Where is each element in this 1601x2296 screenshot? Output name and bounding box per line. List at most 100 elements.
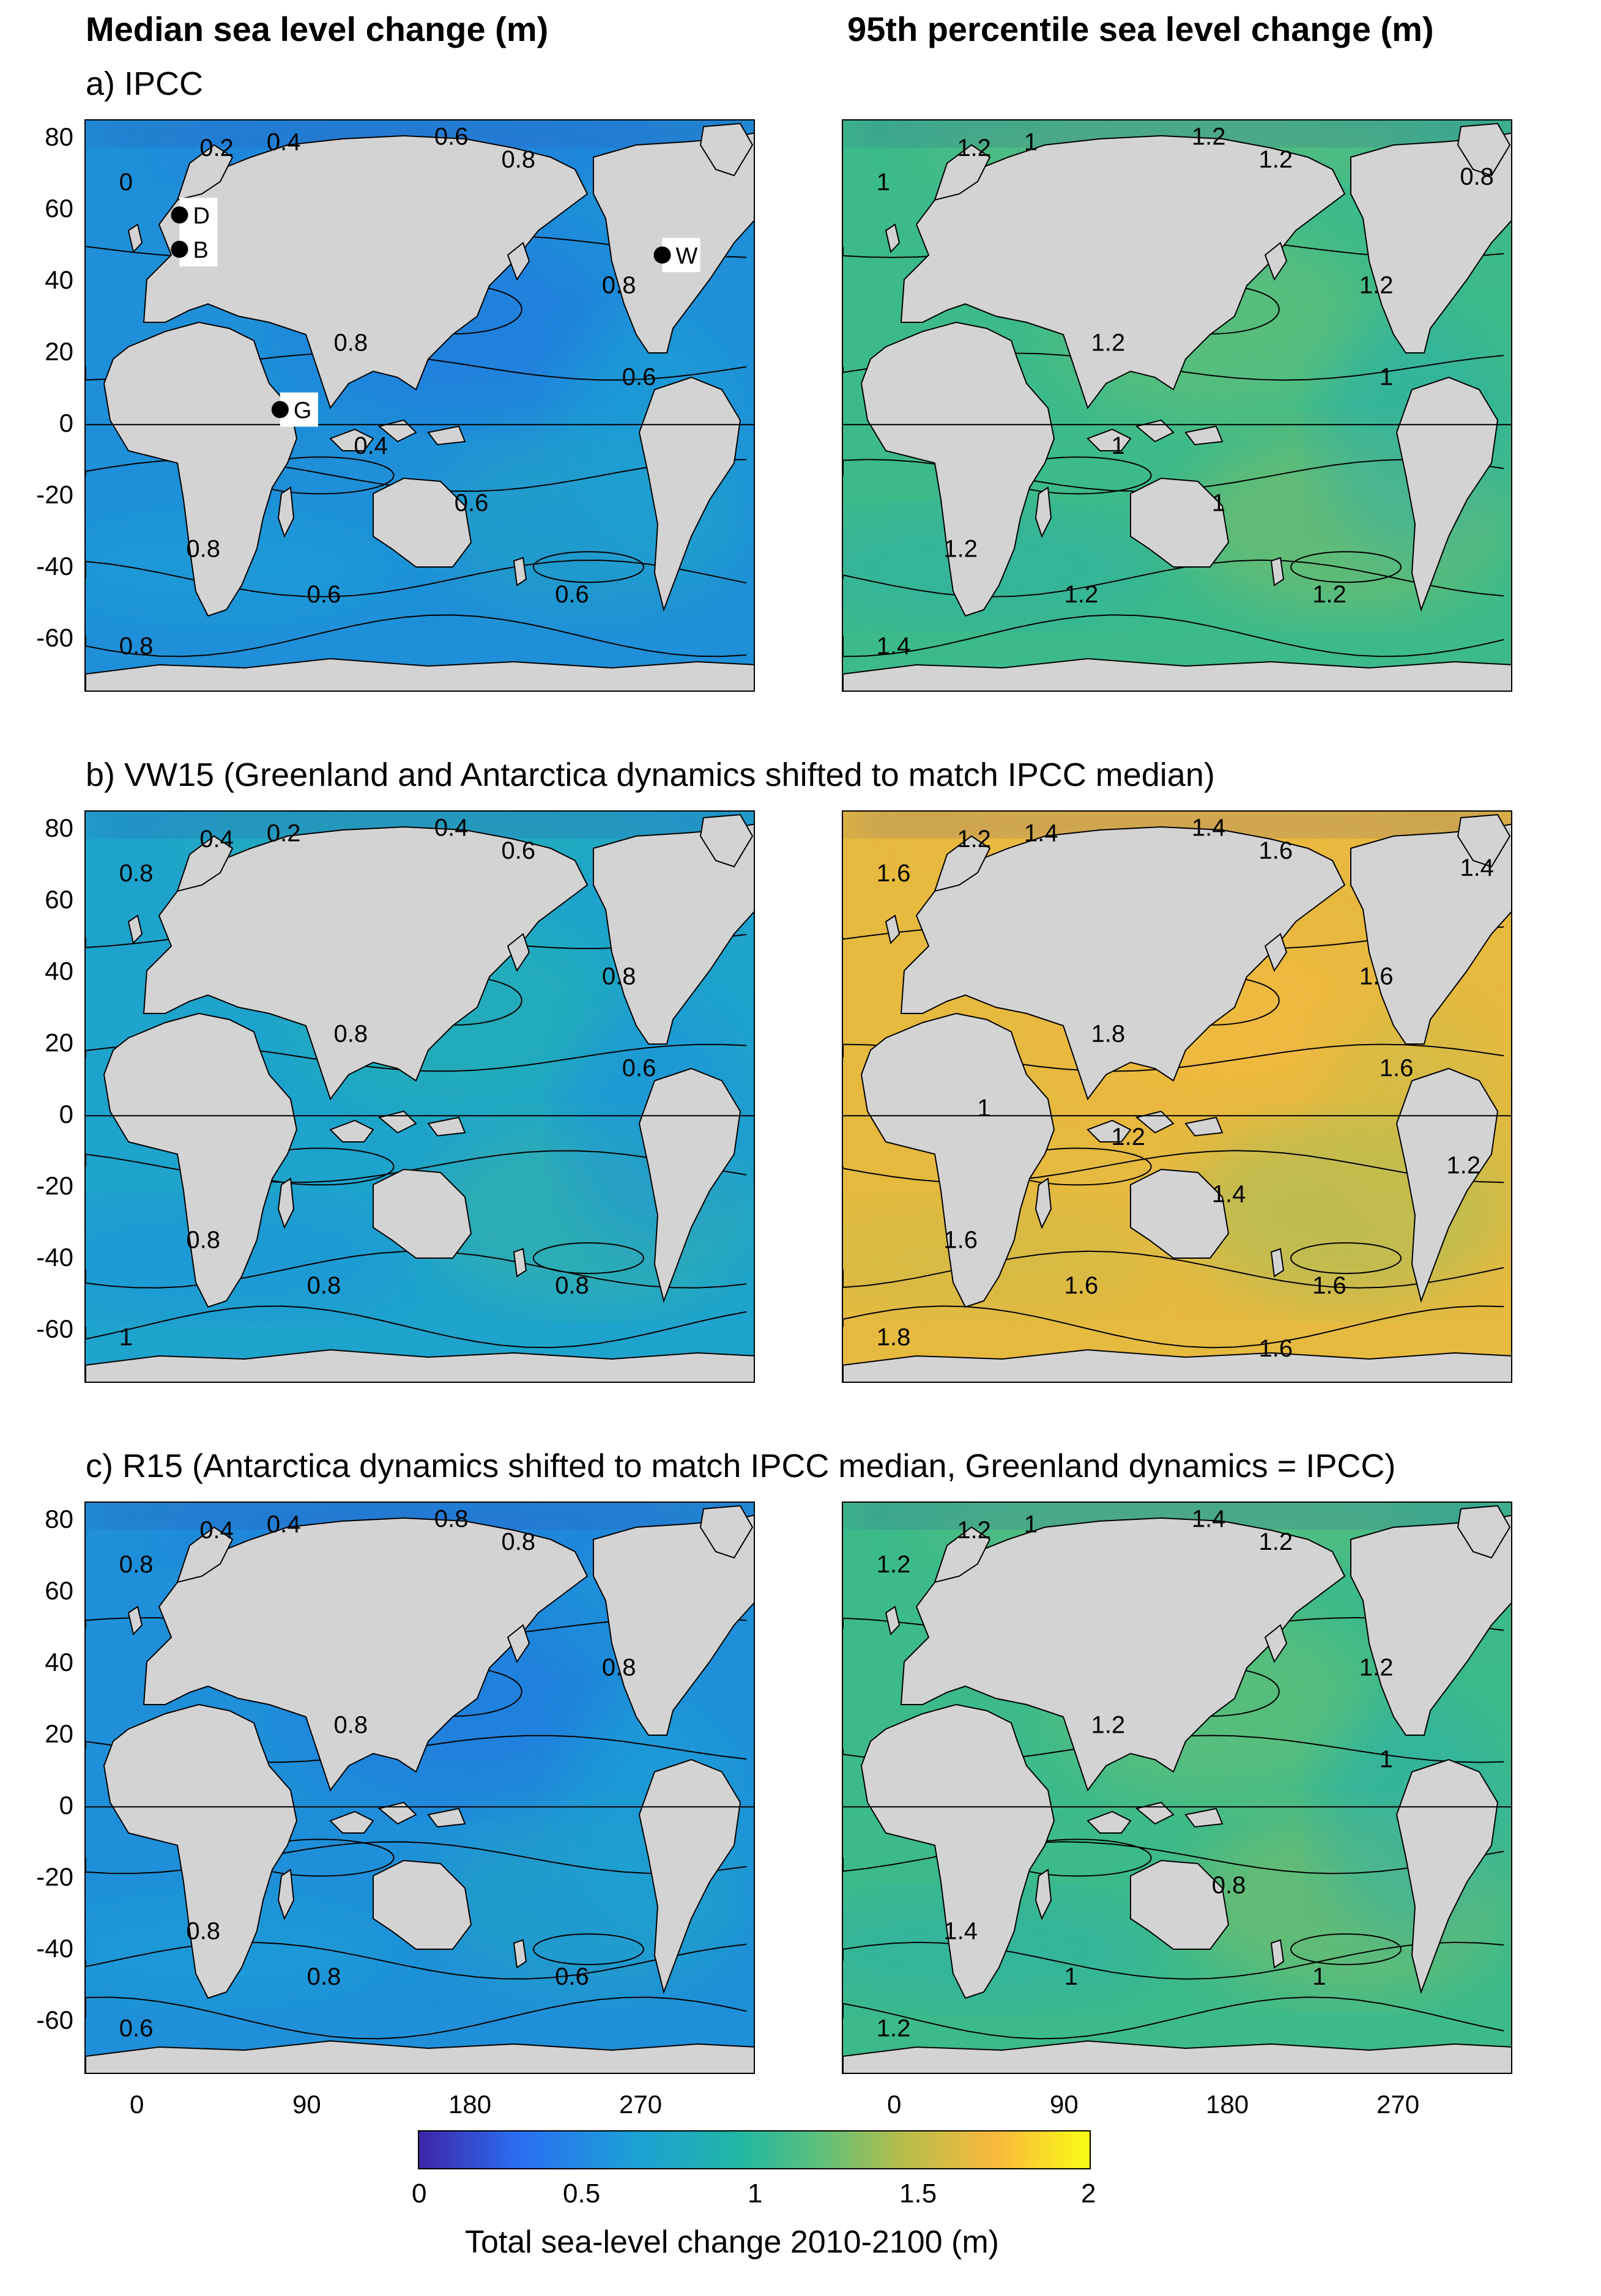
contour-label: 1.4 [1192, 814, 1226, 841]
contour-label: 1.2 [957, 826, 991, 853]
x-tick-left-270: 270 [619, 2090, 663, 2119]
x-tick-right-0: 0 [887, 2090, 902, 2119]
contour-label: 0.8 [602, 963, 636, 990]
contour-label: 1 [1212, 489, 1225, 516]
map-panel-b-p95: 1.4 1.2 1.6 1.4 1.6 1.8 1.6 1.6 1.6 1.8 1.6 1.6 1.4 1… [842, 810, 1512, 1383]
contour-label: 1.2 [1312, 581, 1347, 608]
contour-label: 0.8 [1460, 163, 1494, 190]
contour-label: 0.6 [119, 2015, 154, 2042]
p95-column-title: 95th percentile sea level change (m) [847, 10, 1434, 48]
contour-label: 1.6 [1259, 1335, 1293, 1362]
y-tick-row1--40: -40 [36, 1243, 73, 1272]
contour-label: 1.2 [1091, 329, 1126, 356]
contour-label: 0.8 [119, 632, 154, 659]
contour-line [86, 1305, 747, 1349]
x-tick-left-0: 0 [130, 2090, 144, 2119]
map-panel-c-median: 0.4 0.4 0.8 0.8 0.8 0.8 0.8 0.8 0.8 0.6 0.6 [84, 1502, 755, 2074]
row-a-title: a) IPCC [86, 65, 204, 102]
x-tick-left-90: 90 [292, 2090, 321, 2119]
x-tick-right-270: 270 [1376, 2090, 1420, 2119]
contour-label: 1 [119, 1324, 133, 1350]
contour-loop [1290, 1933, 1402, 1966]
contour-loop [533, 1242, 644, 1275]
contour-label: 0.6 [455, 489, 489, 516]
y-tick-row0-40: 40 [45, 265, 73, 295]
contour-label: 0.6 [307, 581, 341, 608]
site-marker-g: G [271, 392, 318, 427]
contour-line [843, 1841, 1504, 1875]
contour-label: 0.8 [602, 272, 636, 299]
contour-label: 1.6 [1064, 1272, 1099, 1299]
contour-label: 1 [1380, 1746, 1393, 1772]
contour-label: 0.8 [119, 860, 154, 887]
y-tick-row0--20: -20 [36, 480, 73, 509]
x-tick-left-180: 180 [448, 2090, 492, 2119]
colorbar-tick-1: 1 [748, 2179, 763, 2209]
contour-label: 0.8 [434, 1505, 469, 1532]
map-panel-b-median: 0.2 0.4 0.8 0.4 0.6 0.8 0.8 0.8 0.8 1 0.8 0.6 [84, 810, 755, 1383]
contour-label: 1.6 [943, 1226, 978, 1253]
contour-label: 0.6 [555, 1963, 589, 1990]
contour-label: 0.4 [267, 129, 301, 156]
site-marker-w: W [653, 237, 700, 272]
contour-label: 1.4 [943, 1917, 978, 1944]
y-tick-row1-20: 20 [45, 1028, 73, 1057]
x-tick-right-180: 180 [1206, 2090, 1249, 2119]
contour-label: 1.6 [1380, 1054, 1414, 1081]
contour-loop [1290, 551, 1402, 583]
contour-line [843, 1941, 1504, 1980]
y-tick-row0-80: 80 [45, 122, 73, 152]
y-tick-row0-20: 20 [45, 337, 73, 366]
contour-line [843, 1996, 1504, 2040]
contour-label: 1 [1111, 432, 1124, 459]
contour-label: 1 [977, 1095, 990, 1122]
contour-label: 0.6 [622, 1054, 656, 1081]
contour-label: 1 [1024, 1511, 1038, 1538]
contour-label: 1.2 [943, 535, 978, 562]
contour-line [86, 614, 747, 657]
contour-label: 1.2 [877, 1551, 911, 1578]
contour-label: 0.8 [334, 329, 368, 356]
contour-label: 1.6 [1359, 963, 1394, 990]
contour-label: 0.4 [199, 826, 234, 853]
contour-label: 1.2 [1091, 1711, 1126, 1738]
colorbar-tick-1-5: 1.5 [899, 2179, 937, 2209]
contour-label: 0.8 [502, 146, 536, 173]
y-tick-row2-20: 20 [45, 1719, 73, 1749]
colorbar-label: Total sea-level change 2010-2100 (m) [465, 2224, 999, 2260]
y-tick-row2-0: 0 [59, 1791, 73, 1820]
contour-label: 0.6 [434, 123, 469, 150]
contour-label: 1 [1312, 1963, 1326, 1990]
map-panel-a-median: 0.4 0.2 0 0.6 0.8 0.8 0.8 0.8 0.6 0.8 0.6 0.6 0.6 0.4… [84, 119, 755, 692]
y-tick-row0-60: 60 [45, 194, 73, 223]
contour-label: 0.6 [622, 363, 656, 390]
contour-label: 1.6 [1259, 837, 1293, 864]
contour-line [86, 1996, 747, 2040]
row-b-title: b) VW15 (Greenland and Antarctica dynami… [86, 757, 1215, 793]
contour-line [843, 614, 1504, 657]
contour-label: 1.2 [1446, 1152, 1480, 1179]
colorbar-tick-0: 0 [412, 2179, 427, 2209]
site-label: D [193, 203, 209, 229]
contour-label: 1 [1064, 1963, 1078, 1990]
contour-label: 1 [1024, 129, 1038, 156]
contour-line [86, 1250, 747, 1289]
contour-label: 0.8 [186, 1226, 220, 1253]
contour-label: 1.2 [957, 1517, 991, 1544]
site-label: B [193, 238, 208, 264]
y-tick-row1--20: -20 [36, 1171, 73, 1201]
contour-label: 1.2 [877, 2015, 911, 2042]
y-tick-row1-0: 0 [59, 1100, 73, 1129]
contour-label: 1.2 [1259, 1528, 1293, 1555]
contour-label: 0.8 [307, 1963, 341, 1990]
contour-label: 1.8 [1091, 1020, 1126, 1047]
y-tick-row1-60: 60 [45, 885, 73, 914]
contour-loop [533, 1933, 644, 1966]
y-tick-row2--60: -60 [36, 2005, 73, 2035]
contour-line [86, 559, 747, 598]
site-label: G [294, 398, 312, 424]
site-marker-b: B [171, 232, 218, 267]
contour-label: 0.8 [502, 1528, 536, 1555]
contour-label: 1.2 [957, 135, 991, 161]
map-panel-a-p95: 1 1.2 1 1.2 1.2 1.2 1.2 1.2 1.2 1.4 1.2 1 1 1 0.8 [842, 119, 1512, 692]
